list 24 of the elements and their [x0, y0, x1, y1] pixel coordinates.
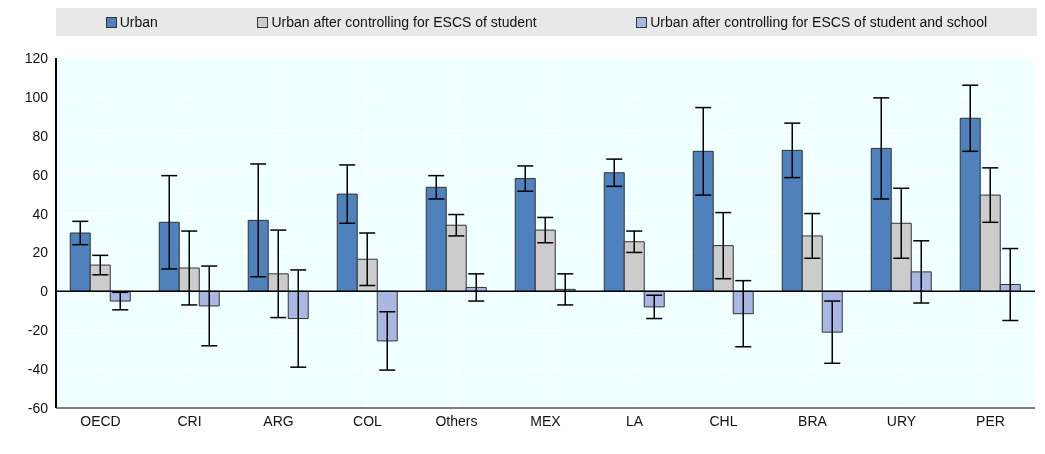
- y-tick-label: 120: [24, 49, 49, 66]
- x-tick-label: OECD: [80, 412, 121, 429]
- x-tick-label: ARG: [263, 412, 294, 429]
- legend-label: Urban: [118, 14, 158, 30]
- x-tick-label: CRI: [177, 412, 202, 429]
- y-tick-label: -60: [27, 399, 49, 416]
- x-tick-label: URY: [886, 412, 917, 429]
- y-tick-label: 80: [32, 127, 49, 144]
- x-tick-label: LA: [625, 412, 644, 429]
- x-tick-label: BRA: [798, 412, 828, 429]
- x-tick-label: CHL: [709, 412, 738, 429]
- x-tick-label: Others: [435, 412, 478, 429]
- legend-label: Urban after controlling for ESCS of student: [270, 14, 537, 30]
- y-tick-label: 40: [32, 205, 49, 222]
- y-tick-label: -20: [27, 322, 49, 339]
- legend-label: Urban after controlling for ESCS of student and school: [649, 14, 988, 30]
- y-tick-label: 0: [40, 283, 49, 300]
- x-tick-label: COL: [353, 412, 383, 429]
- x-tick-label: PER: [976, 412, 1005, 429]
- y-tick-label: 100: [24, 88, 49, 105]
- y-tick-label: -40: [27, 361, 49, 378]
- x-tick-label: MEX: [530, 412, 562, 429]
- y-tick-label: 20: [32, 244, 49, 261]
- y-tick-label: 60: [32, 166, 49, 183]
